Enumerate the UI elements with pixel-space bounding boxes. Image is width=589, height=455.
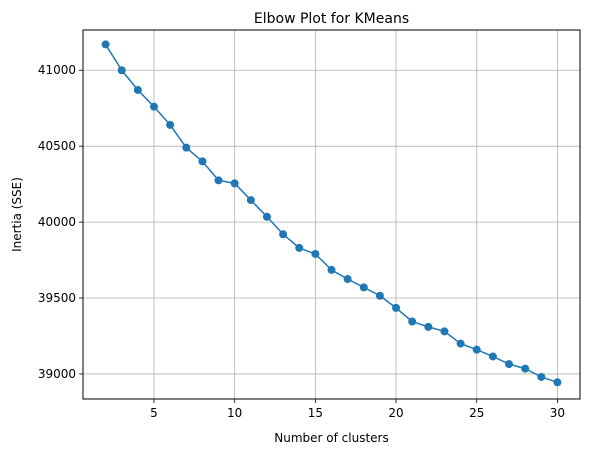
y-axis-label: Inertia (SSE): [10, 177, 24, 252]
data-point: [311, 249, 320, 258]
data-point: [327, 265, 336, 274]
data-point: [182, 143, 191, 152]
data-point: [537, 372, 546, 381]
y-tick-label: 39500: [38, 291, 76, 305]
grid-layer: [83, 30, 580, 399]
data-point: [150, 102, 158, 111]
x-tick-label: 30: [550, 406, 565, 420]
data-point: [101, 40, 110, 49]
data-point: [375, 291, 384, 300]
data-point: [117, 66, 126, 75]
data-point: [553, 378, 562, 387]
data-point: [343, 275, 352, 284]
x-axis-label: Number of clusters: [274, 431, 388, 445]
chart-title: Elbow Plot for KMeans: [254, 11, 409, 27]
data-point: [295, 243, 304, 252]
data-point: [472, 345, 481, 354]
y-tick-label: 41000: [38, 63, 76, 77]
data-point: [440, 327, 449, 336]
data-point: [214, 176, 223, 185]
series-line: [104, 44, 558, 384]
y-tick-label: 40000: [38, 215, 76, 229]
data-point: [408, 317, 417, 326]
x-tick-label: 10: [227, 406, 242, 420]
data-point: [359, 283, 368, 292]
data-point: [505, 360, 513, 369]
data-point: [230, 179, 239, 188]
y-tick-label: 39000: [38, 367, 76, 381]
plot-frame: [82, 29, 581, 400]
x-tick-label: 5: [150, 406, 158, 420]
data-point: [262, 212, 271, 221]
x-tick-label: 20: [388, 406, 403, 420]
x-tick-label: 15: [308, 406, 323, 420]
data-point: [488, 352, 497, 361]
x-tick-label: 25: [469, 406, 484, 420]
data-point: [456, 339, 465, 348]
series-layer: [101, 40, 562, 387]
data-point: [246, 196, 255, 205]
data-point: [198, 157, 207, 166]
data-point: [521, 364, 530, 373]
data-point: [424, 322, 433, 331]
data-point: [133, 85, 142, 94]
y-tick-label: 40500: [38, 139, 76, 153]
data-point: [392, 303, 401, 312]
tick-layer: 5 10 15 20 25 30 39000 39500 40000 40500 41000: [38, 63, 565, 420]
data-point: [279, 230, 288, 239]
data-point: [166, 120, 175, 129]
